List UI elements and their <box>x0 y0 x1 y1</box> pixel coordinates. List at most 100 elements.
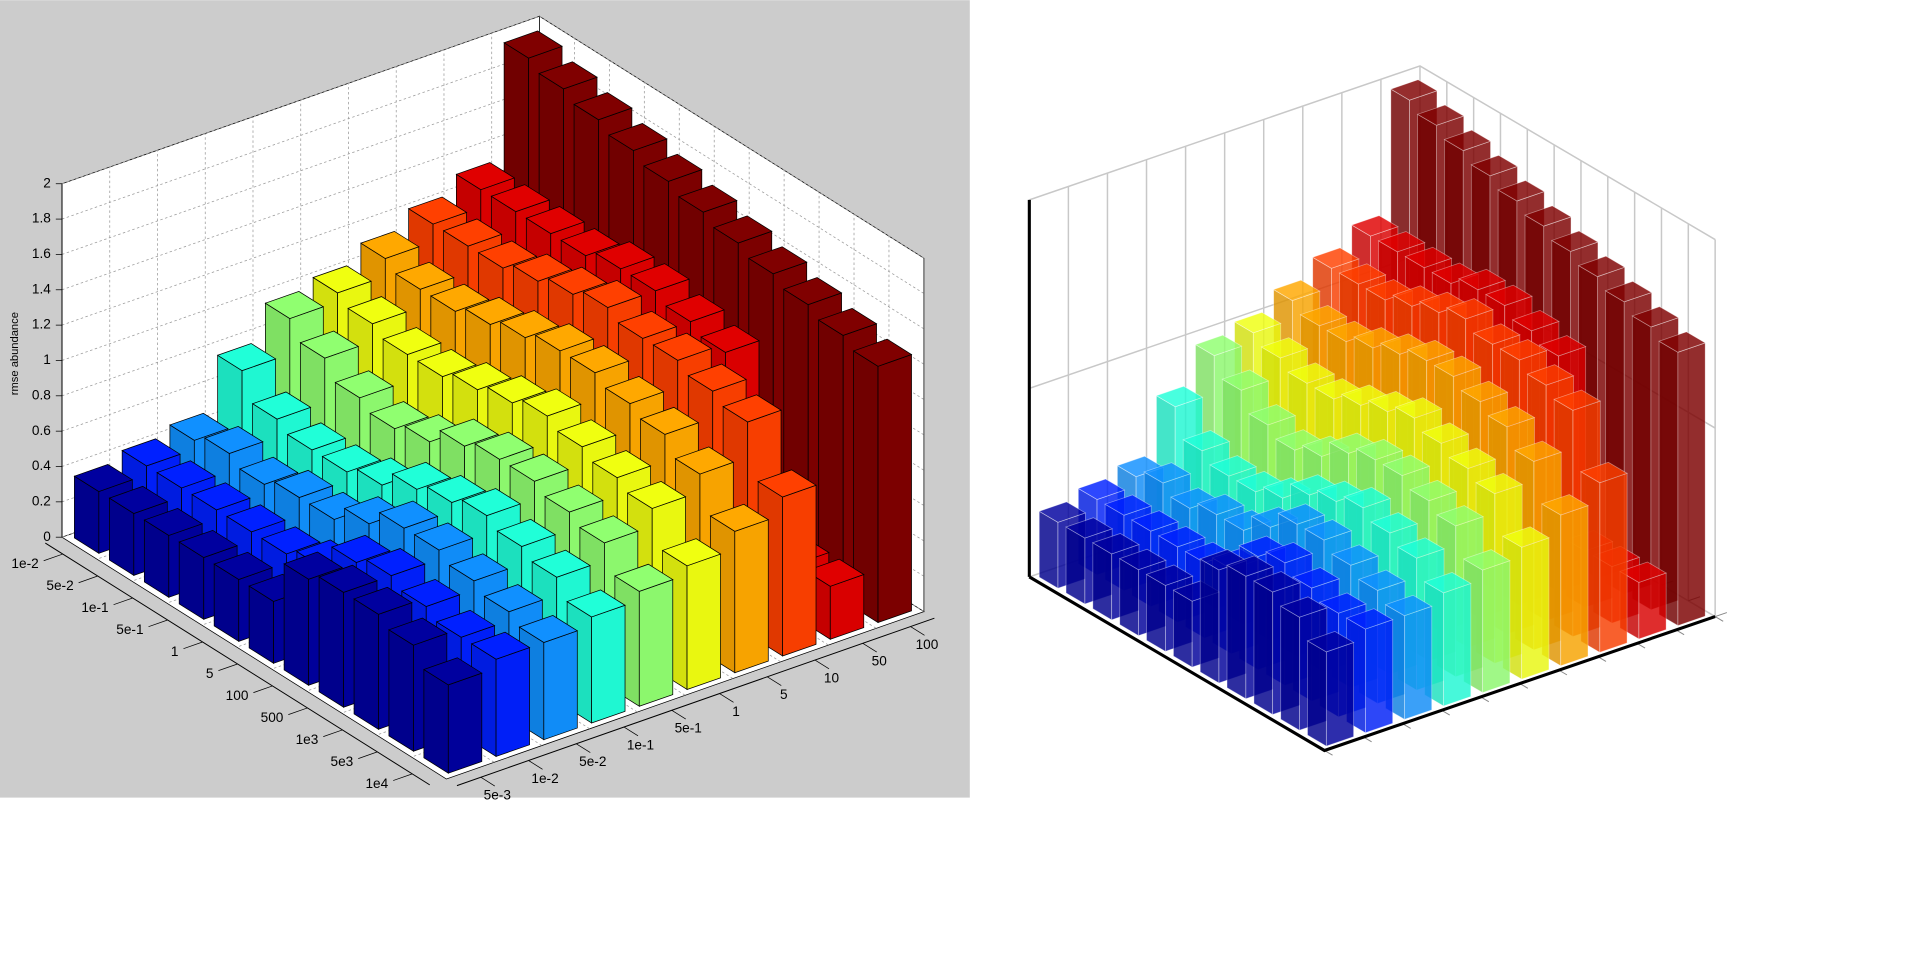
bar-left-face <box>1092 542 1113 621</box>
bar-top-face <box>1377 231 1426 253</box>
bar-top-face <box>216 343 277 372</box>
bar-top-face <box>1406 339 1455 361</box>
bar-top-face <box>1143 462 1192 484</box>
bar-top-face <box>1194 334 1243 357</box>
row-tick <box>288 707 308 715</box>
bar-left-face <box>1199 558 1220 684</box>
bar-top-face <box>518 615 579 643</box>
bar-top-face <box>1355 438 1404 461</box>
z-tick-label: 0 <box>43 529 51 544</box>
column-tick-label: 1e-2 <box>531 771 558 786</box>
bar-top-face <box>674 446 735 475</box>
bar-top-face <box>474 431 534 460</box>
z-tick-label: 1 <box>43 352 51 367</box>
bar-top-face <box>490 184 551 213</box>
bar-top-face <box>712 215 773 244</box>
bar <box>423 657 483 774</box>
bar-top-face <box>1350 215 1399 237</box>
bar-top-face <box>547 266 608 295</box>
bar-top-face <box>1499 339 1548 361</box>
bar-top-face <box>509 453 569 482</box>
bar-top-face <box>331 534 391 563</box>
column-tick-label: 50 <box>872 654 888 669</box>
bar-top-face <box>1526 364 1575 386</box>
bar-top-face <box>1077 478 1126 500</box>
column-tick <box>814 659 830 670</box>
bar-front-face <box>591 604 626 724</box>
grid-line <box>61 86 925 330</box>
bar-top-face <box>782 277 843 306</box>
bar-top-face <box>261 526 321 555</box>
bar-top-face <box>499 310 560 339</box>
bar-top-face <box>678 184 738 213</box>
bar-top-face <box>604 376 665 405</box>
bar-front-face <box>1560 505 1589 667</box>
bar-top-face <box>1209 455 1258 477</box>
column-tick-label: 5 <box>780 687 788 702</box>
bar-top-face <box>452 362 512 391</box>
bar-top-face <box>1279 596 1328 618</box>
bar-top-face <box>496 518 556 547</box>
bar-top-face <box>388 617 448 646</box>
column-tick-label: 1 <box>732 704 740 719</box>
bar-front-face <box>495 647 530 757</box>
column-tick <box>862 642 877 653</box>
bar <box>1306 631 1355 747</box>
bar-top-face <box>1472 323 1521 345</box>
bar-top-face <box>544 484 604 513</box>
column-tick <box>623 726 639 737</box>
bar-front-face <box>782 484 817 657</box>
bar-top-face <box>1233 311 1282 334</box>
bar-top-face <box>423 657 483 686</box>
bar-top-face <box>347 296 407 325</box>
bar-front-face <box>877 353 912 624</box>
row-tick-label: 1e3 <box>296 732 319 747</box>
bar-top-face <box>334 370 394 399</box>
bar-top-face <box>1091 533 1140 555</box>
row-tick-label: 5e-1 <box>116 622 143 637</box>
bar-top-face <box>143 508 203 536</box>
bar-top-face <box>1511 309 1560 332</box>
bar-top-face <box>204 426 264 454</box>
bar-top-face <box>477 240 538 269</box>
bar-top-face <box>573 92 633 121</box>
bar-top-face <box>483 584 544 613</box>
bar-top-face <box>757 469 817 498</box>
bar-front-face <box>1365 619 1394 734</box>
bar-top-face <box>1604 280 1653 303</box>
bar-top-face <box>1221 369 1270 391</box>
row-tick <box>323 729 343 737</box>
bar-top-face <box>525 206 585 235</box>
bar-top-face <box>1577 255 1626 278</box>
bar-top-face <box>1550 230 1599 252</box>
bar-left-face <box>1146 573 1166 653</box>
bar-top-face <box>299 330 360 359</box>
row-tick <box>78 575 98 584</box>
row-tick <box>218 663 238 672</box>
bar-top-face <box>1460 380 1509 403</box>
bar-top-face <box>1631 306 1680 328</box>
bar-front-face <box>1404 605 1433 720</box>
bar-top-face <box>1357 569 1406 591</box>
bar-top-face <box>273 469 334 498</box>
bar-front-face <box>734 519 769 674</box>
bar-top-face <box>435 609 496 638</box>
bar-top-face <box>1524 205 1572 227</box>
bar-top-face <box>1196 493 1245 516</box>
bar-top-face <box>1277 503 1326 525</box>
column-tick-label: 5e-2 <box>579 754 606 769</box>
grid-line <box>1029 65 1716 241</box>
bar-front-face <box>1482 560 1511 694</box>
bar-top-face <box>1272 279 1321 301</box>
bar-top-face <box>1470 154 1519 177</box>
column-tick <box>528 760 543 770</box>
bar-top-face <box>722 394 782 423</box>
column-axis <box>456 617 935 787</box>
bar-top-face <box>1253 571 1301 593</box>
bar-top-face <box>395 261 455 290</box>
bar-top-face <box>538 61 598 90</box>
bar-top-face <box>1416 104 1465 126</box>
bar-top-face <box>1311 247 1360 269</box>
bar-top-face <box>1436 505 1484 527</box>
bar-top-face <box>665 294 725 323</box>
